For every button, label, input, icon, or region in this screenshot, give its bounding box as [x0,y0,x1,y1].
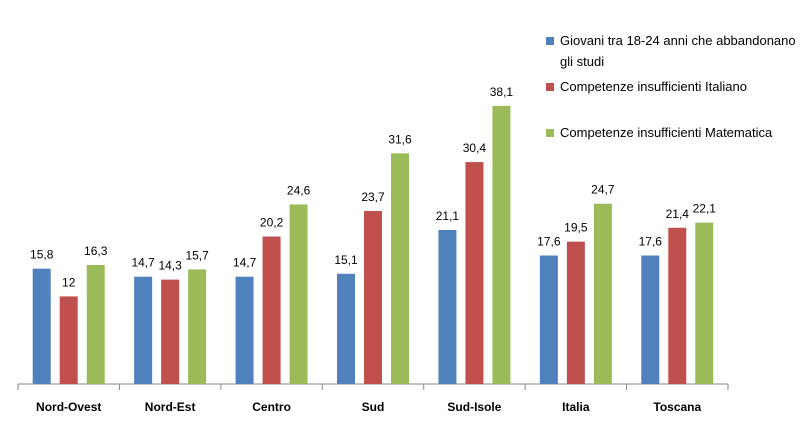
legend-item: Competenze insufficienti Matematica [546,122,808,143]
data-label: 23,7 [361,190,385,204]
data-label: 14,7 [233,256,257,270]
bar [364,210,382,384]
bar [641,255,660,384]
legend-swatch [546,83,554,91]
data-label: 15,1 [334,253,358,267]
bar [539,255,558,384]
bar [289,204,308,384]
data-label: 20,2 [260,216,284,230]
data-label: 24,7 [591,183,615,197]
legend-label: Giovani tra 18-24 anni che abbandonano g… [560,33,796,69]
legend-item: Giovani tra 18-24 anni che abbandonano g… [546,30,808,72]
legend-swatch [546,129,554,137]
x-tick-label: Sud-Isole [447,400,501,414]
x-tick-label: Toscana [653,400,701,414]
bar [391,153,409,384]
x-tick-label: Nord-Ovest [36,400,101,414]
bar [695,222,714,384]
data-label: 21,4 [666,207,690,221]
bar [566,241,585,384]
x-tick-label: Sud [362,400,385,414]
bar [86,265,105,384]
bar [134,276,153,384]
data-label: 21,1 [436,209,460,223]
data-label: 15,8 [30,248,54,262]
bar [593,203,612,384]
bar [438,229,457,384]
bar [188,269,207,384]
bar [235,276,254,384]
data-label: 17,6 [639,235,663,249]
x-tick-label: Centro [252,400,291,414]
data-label: 17,6 [537,235,561,249]
x-tick-label: Nord-Est [145,400,196,414]
bar [337,273,355,384]
bar [59,296,78,384]
legend-swatch [546,37,554,45]
bar [492,105,511,385]
data-label: 22,1 [693,202,717,216]
data-label: 24,6 [287,183,311,197]
data-label: 16,3 [84,244,108,258]
data-label: 31,6 [388,132,412,146]
bar [465,162,484,384]
legend-label: Competenze insufficienti Matematica [560,125,773,140]
legend-item: Competenze insufficienti Italiano [546,76,808,97]
data-label: 14,7 [131,256,155,270]
x-tick-label: Italia [562,400,590,414]
data-label: 38,1 [490,85,514,99]
data-label: 14,3 [158,259,182,273]
data-label: 19,5 [564,221,588,235]
data-label: 12 [62,275,76,289]
bar [32,268,51,384]
bar [161,279,180,384]
bar [668,227,687,384]
legend-label: Competenze insufficienti Italiano [560,79,747,94]
data-label: 30,4 [463,141,487,155]
bar [262,236,281,384]
data-label: 15,7 [185,248,209,262]
